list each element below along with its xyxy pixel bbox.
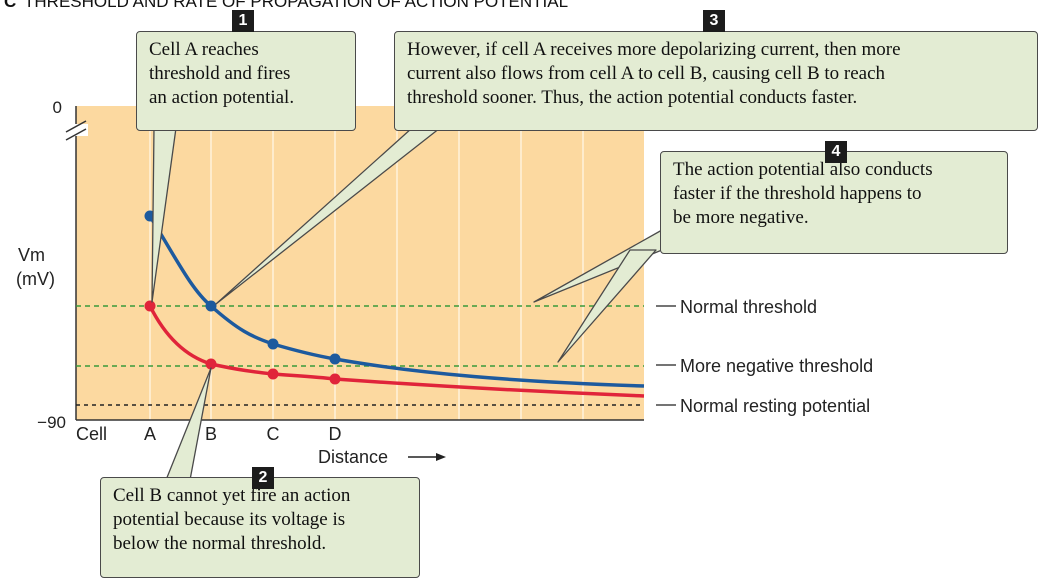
callout-2-number: 2 bbox=[252, 467, 274, 489]
x-cell-c: C bbox=[267, 424, 280, 444]
x-cell-label: Cell bbox=[76, 424, 107, 444]
y-label-line2: (mV) bbox=[16, 269, 55, 289]
red-point-a bbox=[144, 300, 156, 312]
callout-4: The action potential also conducts faste… bbox=[660, 151, 1008, 254]
x-cell-a: A bbox=[144, 424, 156, 444]
more-negative-threshold-label: More negative threshold bbox=[680, 356, 873, 376]
x-axis-label: Distance bbox=[318, 447, 388, 467]
red-point-b bbox=[205, 358, 217, 370]
callout-4-pointer-lower bbox=[557, 249, 657, 363]
blue-point-c bbox=[267, 338, 279, 350]
blue-voltage-curve bbox=[148, 215, 645, 388]
callout-4-number: 4 bbox=[825, 141, 847, 163]
blue-point-d bbox=[329, 353, 341, 365]
y-label-line1: Vm bbox=[18, 245, 45, 265]
y-tick-bottom: −90 bbox=[37, 413, 66, 432]
callout-1: Cell A reaches threshold and fires an ac… bbox=[136, 31, 356, 131]
red-point-d bbox=[329, 373, 341, 385]
figure-title: THRESHOLD AND RATE OF PROPAGATION OF ACT… bbox=[24, 0, 568, 11]
panel-letter: C bbox=[4, 0, 16, 11]
callout-3-number: 3 bbox=[703, 10, 725, 32]
callout-1-number: 1 bbox=[232, 10, 254, 32]
arrow-right-icon bbox=[408, 453, 446, 461]
blue-point-b bbox=[205, 300, 217, 312]
axis-break-icon bbox=[65, 120, 88, 141]
x-cell-b: B bbox=[205, 424, 217, 444]
red-voltage-curve bbox=[148, 305, 645, 398]
resting-potential-label: Normal resting potential bbox=[680, 396, 870, 416]
callout-3: However, if cell A receives more depolar… bbox=[394, 31, 1038, 131]
normal-threshold-label: Normal threshold bbox=[680, 297, 817, 317]
y-tick-top: 0 bbox=[53, 98, 62, 117]
red-point-c bbox=[267, 368, 279, 380]
callout-2: Cell B cannot yet fire an action potenti… bbox=[100, 477, 420, 578]
x-cell-d: D bbox=[329, 424, 342, 444]
